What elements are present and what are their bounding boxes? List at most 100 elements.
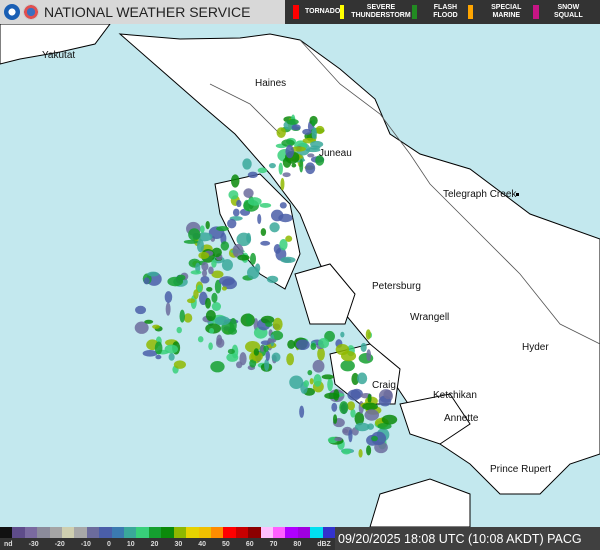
radar-echo: [265, 350, 270, 361]
radar-echo: [280, 177, 285, 191]
radar-echo: [383, 389, 393, 400]
warning-severe-thunderstorm: SEVERE THUNDERSTORM: [340, 4, 411, 20]
dbz-color-swatch: [49, 527, 63, 538]
dbz-tick: -20: [54, 540, 65, 548]
dbz-color-swatch: [235, 527, 249, 538]
radar-echo: [211, 259, 217, 268]
radar-echo: [243, 188, 254, 198]
dbz-tick: -30: [28, 540, 39, 548]
radar-echo: [276, 127, 286, 138]
radar-echo: [317, 347, 325, 361]
radar-echo: [311, 119, 316, 127]
dbz-color-swatch: [198, 527, 211, 538]
radar-echo: [364, 409, 380, 421]
radar-echo: [291, 163, 297, 168]
radar-echo: [354, 411, 365, 426]
dbz-color-swatch: [248, 527, 261, 538]
radar-echo: [173, 360, 186, 369]
warning-swatch: [293, 5, 299, 19]
radar-echo: [188, 228, 201, 241]
warning-swatch: [340, 5, 345, 19]
warning-tornado: TORNADO: [293, 5, 340, 19]
radar-echo: [200, 275, 210, 284]
radar-echo: [286, 118, 299, 125]
radar-echo: [260, 228, 267, 237]
radar-echo: [348, 429, 353, 443]
city-name: Juneau: [319, 148, 352, 159]
radar-echo: [196, 232, 213, 242]
radar-echo: [176, 326, 182, 334]
radar-echo: [251, 351, 263, 362]
radar-echo: [287, 339, 296, 349]
radar-echo: [227, 348, 235, 354]
radar-echo: [253, 348, 260, 356]
radar-echo: [311, 127, 317, 140]
radar-echo: [197, 336, 204, 343]
dbz-legend: nd -30 -20 -10 0 10 20 30 40 50 60 70 80 dBZ: [0, 527, 335, 550]
warning-swatch: [411, 5, 418, 19]
radar-echo: [371, 435, 378, 442]
radar-echo: [342, 429, 349, 434]
radar-echo: [214, 279, 222, 294]
radar-echo: [303, 380, 310, 388]
radar-echo: [154, 341, 163, 355]
city-name: Ketchikan: [433, 390, 477, 401]
radar-echo: [371, 431, 387, 446]
radar-echo: [259, 202, 272, 208]
radar-echo: [205, 297, 211, 309]
radar-echo: [237, 254, 250, 261]
city-label: Prince Rupert: [490, 464, 551, 475]
city-name: Yakutat: [42, 50, 76, 61]
radar-echo: [310, 342, 317, 350]
city-label: Petersburg: [372, 281, 421, 292]
radar-echo: [268, 163, 276, 169]
radar-echo: [291, 124, 301, 131]
radar-echo: [211, 292, 218, 303]
radar-echo: [257, 167, 268, 174]
radar-echo: [193, 289, 199, 300]
dbz-color-swatch: [186, 527, 199, 538]
city-name: Craig: [372, 380, 396, 391]
radar-echo: [285, 144, 294, 159]
radar-echo: [245, 313, 252, 326]
radar-echo: [263, 345, 269, 352]
noaa-logo: [4, 4, 20, 20]
radar-echo: [236, 199, 242, 208]
radar-echo: [211, 247, 222, 258]
radar-echo: [239, 352, 247, 366]
dbz-color-swatch: [285, 527, 298, 538]
dbz-color-swatch: [223, 527, 236, 538]
radar-map[interactable]: [0, 24, 600, 527]
radar-echo: [295, 339, 310, 351]
radar-echo: [228, 327, 238, 335]
radar-echo: [272, 317, 283, 331]
radar-echo: [377, 422, 392, 430]
radar-echo: [209, 328, 215, 334]
warning-label: SPECIAL MARINE: [491, 4, 522, 19]
radar-echo: [358, 448, 363, 458]
dbz-color-swatch: [86, 527, 100, 538]
radar-echo: [190, 270, 202, 275]
radar-echo: [270, 209, 284, 222]
dbz-tick: 10: [126, 540, 135, 548]
radar-echo: [155, 354, 162, 360]
dbz-tick: 40: [198, 540, 207, 548]
radar-echo: [358, 352, 374, 364]
radar-echo: [333, 414, 338, 425]
radar-echo: [260, 240, 271, 246]
warning-special-marine: SPECIAL MARINE: [467, 4, 533, 20]
dbz-tick: nd: [4, 540, 13, 548]
dbz-tick: 70: [269, 540, 278, 548]
dbz-color-swatch: [124, 527, 137, 538]
radar-echo: [307, 370, 313, 376]
warning-swatch: [533, 5, 539, 19]
city-label: Haines: [255, 78, 286, 89]
dbz-color-swatch: [99, 527, 112, 538]
radar-echo: [310, 140, 324, 148]
dbz-color-swatch: [74, 527, 87, 538]
dbz-color-swatch: [24, 527, 38, 538]
radar-echo: [164, 291, 173, 303]
radar-echo: [279, 238, 288, 251]
timestamp: 09/20/2025 18:08 UTC (10:08 AKDT) PACG: [335, 527, 600, 550]
radar-echo: [196, 284, 203, 293]
